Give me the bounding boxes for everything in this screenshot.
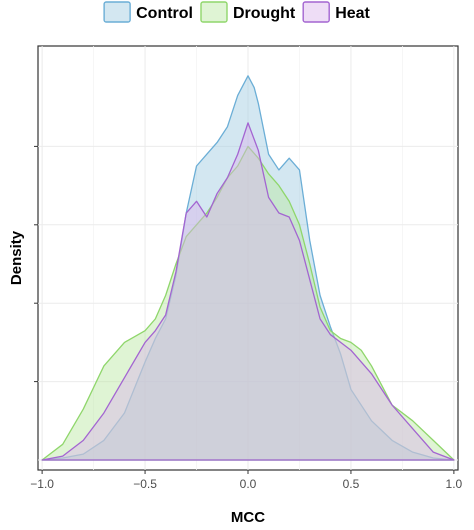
x-tick-label: −0.5: [133, 477, 157, 491]
y-axis: [34, 145, 38, 383]
legend-swatch: [103, 1, 131, 23]
legend-label: Drought: [233, 5, 296, 22]
legend-item-heat: Heat: [302, 1, 371, 23]
density-area-drought: [41, 145, 455, 461]
legend-swatch: [200, 1, 228, 23]
x-tick-label: −1.0: [30, 477, 54, 491]
x-tick-label: 1.0: [446, 477, 463, 491]
density-area-heat: [41, 122, 455, 461]
x-axis-title: MCC: [231, 509, 265, 526]
x-axis: −1.0 −0.5 0.0 0.5 1.0: [30, 470, 463, 491]
legend-item-control: Control: [103, 1, 193, 23]
legend: Control Drought Heat: [103, 1, 371, 23]
legend-item-drought: Drought: [200, 1, 296, 23]
x-tick-label: 0.5: [343, 477, 360, 491]
legend-swatch: [302, 1, 330, 23]
density-area-control: [41, 75, 455, 461]
density-areas: [41, 75, 455, 461]
x-tick-label: 0.0: [240, 477, 257, 491]
legend-label: Control: [136, 5, 193, 22]
y-axis-title: Density: [8, 230, 25, 285]
legend-label: Heat: [335, 5, 370, 22]
